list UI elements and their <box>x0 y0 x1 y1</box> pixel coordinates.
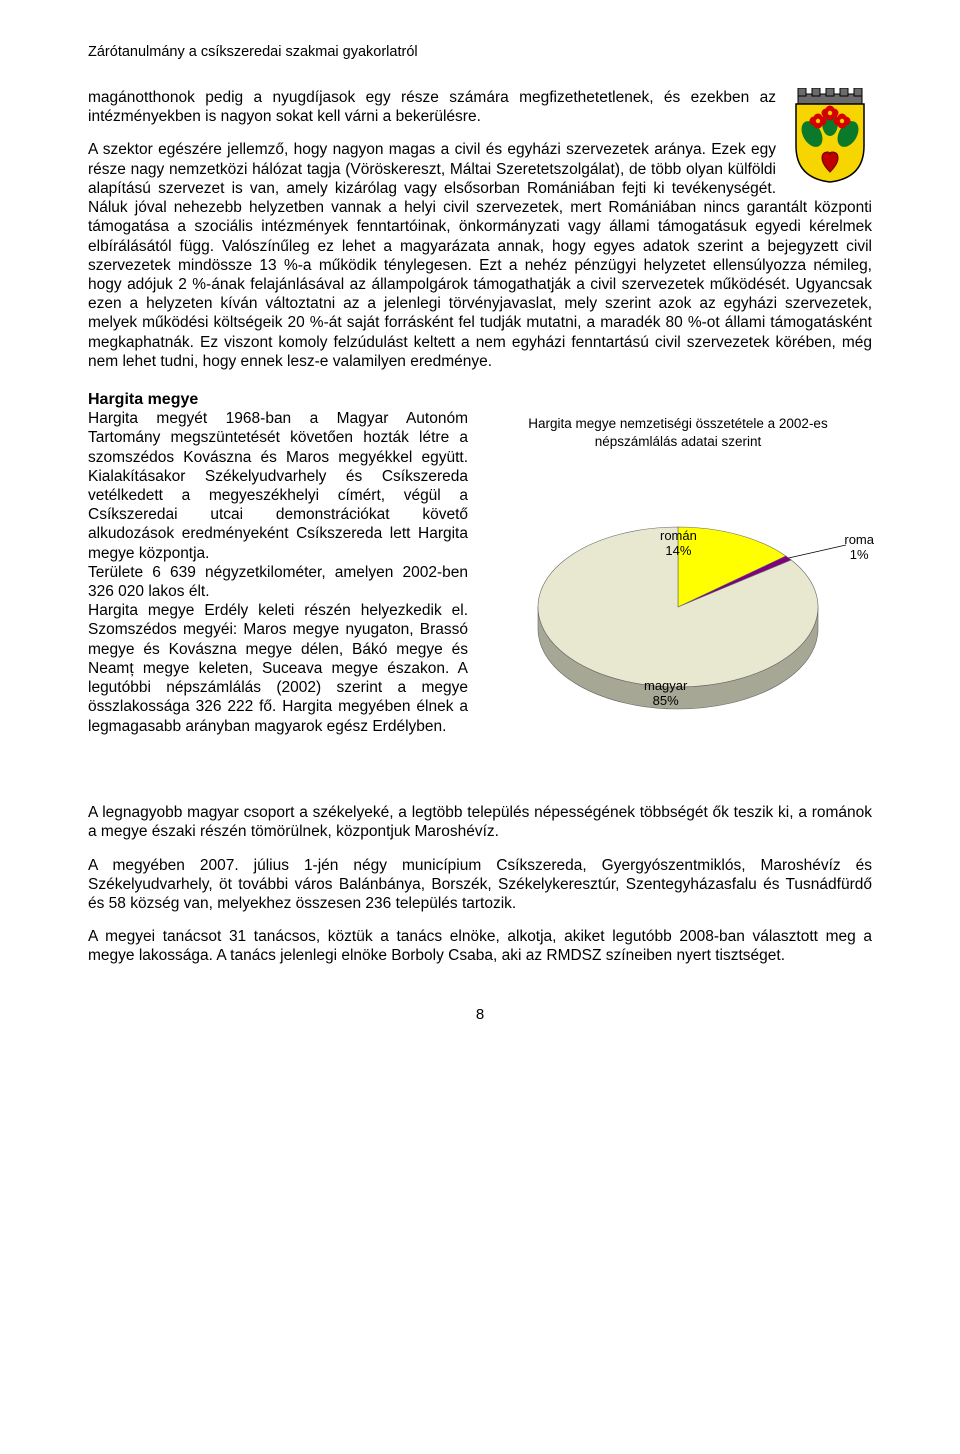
label-magyar-pct: 85% <box>653 693 679 708</box>
left-column-text: Hargita megyét 1968-ban a Magyar Autonóm… <box>88 409 468 736</box>
label-roma-name: roma <box>844 532 874 547</box>
pie-chart-area: román 14% roma 1% magyar 85% <box>484 452 872 762</box>
paragraph-5: A megyei tanácsot 31 tanácsos, köztük a … <box>88 927 872 965</box>
label-roman-name: román <box>660 528 697 543</box>
crest-svg <box>788 88 872 184</box>
label-roman: román 14% <box>660 528 697 559</box>
pie-chart-panel: Hargita megye nemzetiségi összetétele a … <box>484 409 872 789</box>
paragraph-3: A legnagyobb magyar csoport a székelyeké… <box>88 803 872 841</box>
pie-chart-title: Hargita megye nemzetiségi összetétele a … <box>484 415 872 451</box>
document-header: Zárótanulmány a csíkszeredai szakmai gya… <box>88 44 872 60</box>
label-magyar-name: magyar <box>644 678 687 693</box>
paragraph-1: magánotthonok pedig a nyugdíjasok egy ré… <box>88 88 872 126</box>
two-column-block: Hargita megyét 1968-ban a Magyar Autonóm… <box>88 409 872 789</box>
paragraph-4: A megyében 2007. július 1-jén négy munic… <box>88 856 872 914</box>
label-roman-pct: 14% <box>665 543 691 558</box>
section-heading: Hargita megye <box>88 391 872 409</box>
label-magyar: magyar 85% <box>644 678 687 709</box>
chart-title-line2: népszámlálás adatai szerint <box>595 434 762 449</box>
body-section: magánotthonok pedig a nyugdíjasok egy ré… <box>88 88 872 966</box>
label-roma: roma 1% <box>844 532 874 563</box>
page-number: 8 <box>88 1006 872 1023</box>
chart-title-line1: Hargita megye nemzetiségi összetétele a … <box>528 416 827 431</box>
coat-of-arms-image <box>788 88 872 184</box>
label-roma-pct: 1% <box>850 547 869 562</box>
paragraph-2: A szektor egészére jellemző, hogy nagyon… <box>88 140 872 371</box>
